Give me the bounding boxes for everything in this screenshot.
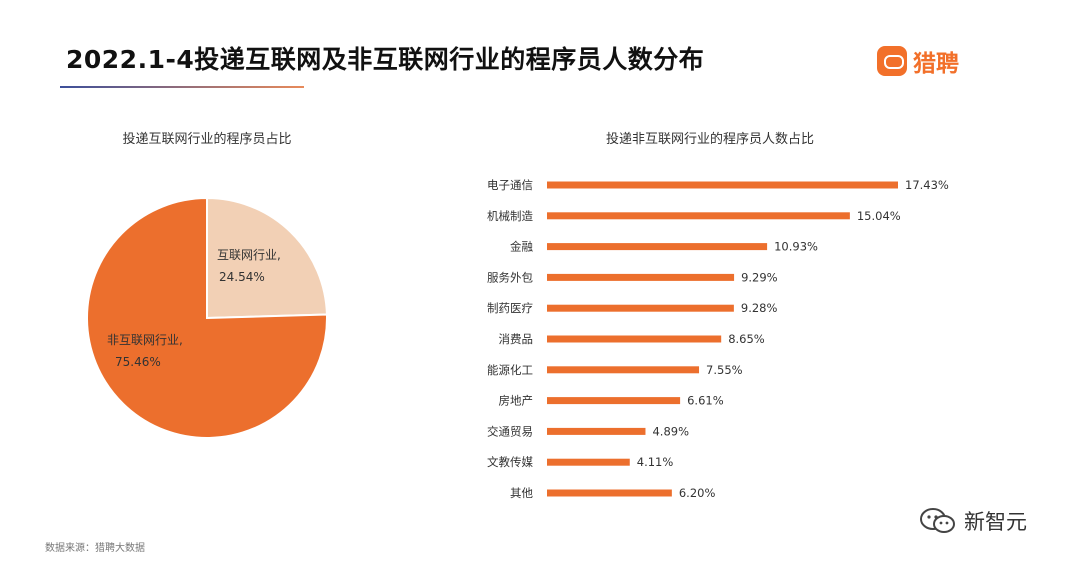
- bar-category-label: 文教传媒: [487, 455, 533, 469]
- bar-value-label: 4.89%: [652, 424, 689, 438]
- bar: [547, 212, 850, 220]
- bar-value-label: 6.20%: [679, 486, 716, 500]
- pie-label-internet: 互联网行业,: [217, 248, 281, 262]
- bar-value-label: 9.29%: [741, 270, 778, 284]
- watermark-text: 新智元: [964, 510, 1027, 534]
- wechat-icon: [920, 508, 955, 533]
- data-source-note: 数据来源：猎聘大数据: [45, 543, 145, 554]
- bar: [547, 335, 722, 343]
- bar-value-label: 6.61%: [687, 394, 724, 408]
- pie-value-internet: 24.54%: [219, 270, 265, 284]
- bar-chart: 电子通信 17.43% 机械制造 15.04% 金融 10.93% 服务外包 9.29% 制药医…: [487, 178, 949, 500]
- bar-category-label: 能源化工: [487, 363, 533, 377]
- pie-slice-internet: [206, 196, 328, 320]
- bar: [547, 397, 681, 405]
- bar-category-label: 机械制造: [487, 209, 533, 223]
- pie-chart-title: 投递互联网行业的程序员占比: [122, 132, 292, 147]
- bar-category-label: 房地产: [499, 394, 534, 408]
- bar-value-label: 9.28%: [741, 301, 778, 315]
- liepin-logo: 猎聘: [877, 44, 959, 78]
- bar: [547, 181, 898, 189]
- bar: [547, 304, 734, 312]
- bar: [547, 273, 735, 281]
- page-title: 2022.1-4投递互联网及非互联网行业的程序员人数分布: [66, 45, 705, 74]
- bar-category-label: 其他: [510, 486, 533, 500]
- bar: [547, 458, 630, 466]
- bar-category-label: 制药医疗: [487, 301, 533, 315]
- liepin-logo-icon: [877, 46, 907, 76]
- bar-value-label: 15.04%: [857, 209, 901, 223]
- bar-category-label: 服务外包: [487, 270, 533, 284]
- bar-value-label: 10.93%: [774, 240, 818, 254]
- bar-chart-title: 投递非互联网行业的程序员人数占比: [605, 132, 815, 147]
- pie-chart: 互联网行业, 24.54% 非互联网行业, 75.46%: [86, 196, 328, 439]
- bar: [547, 427, 646, 435]
- bar: [547, 243, 768, 251]
- bar-category-label: 电子通信: [487, 178, 533, 192]
- pie-value-non-internet: 75.46%: [115, 355, 161, 369]
- bar-value-label: 7.55%: [706, 363, 743, 377]
- bar-category-label: 金融: [510, 240, 533, 254]
- bar-category-label: 交通贸易: [487, 424, 533, 438]
- bar-value-label: 4.11%: [637, 455, 674, 469]
- pie-label-non-internet: 非互联网行业,: [107, 333, 183, 347]
- bar: [547, 366, 700, 374]
- logo-text: 猎聘: [913, 51, 959, 77]
- bar-value-label: 8.65%: [728, 332, 765, 346]
- pie-slice-non-internet: [86, 196, 328, 439]
- bar-category-label: 消费品: [499, 332, 534, 346]
- bar: [547, 489, 672, 497]
- bar-value-label: 17.43%: [905, 178, 949, 192]
- title-underline: [60, 86, 304, 88]
- watermark: 新智元: [918, 506, 1027, 536]
